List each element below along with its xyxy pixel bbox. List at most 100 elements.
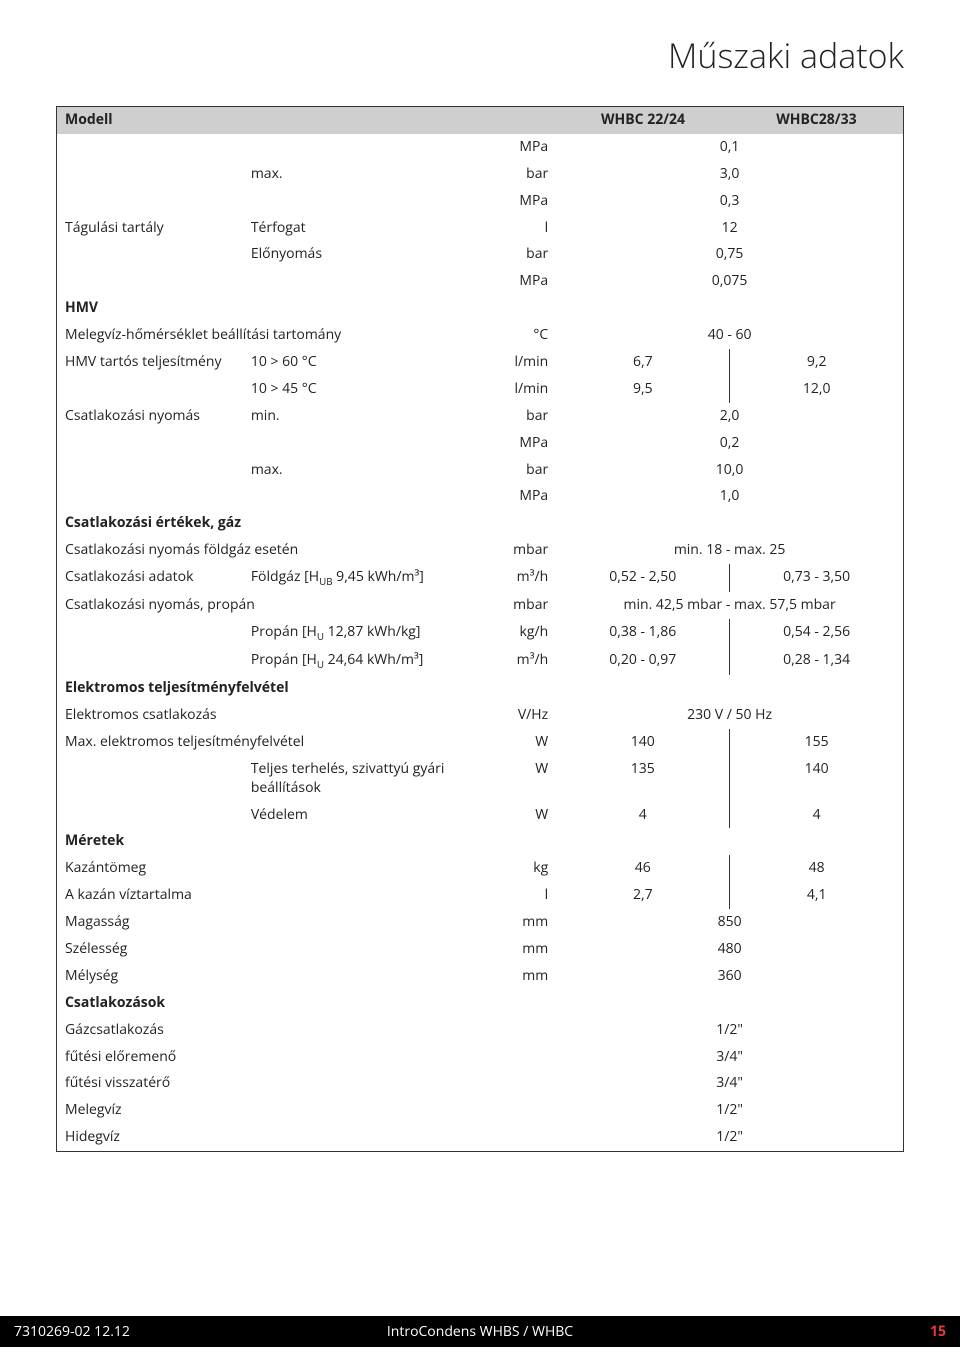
unit-cell: l [480,882,556,909]
value-cell: min. 42,5 mbar - max. 57,5 mbar [556,592,903,619]
unit-cell [480,1017,556,1044]
section-cell: Csatlakozási értékek, gáz [57,510,904,537]
desc-cell: HMV tartós teljesítmény [57,349,243,376]
table-header-row: Modell WHBC 22/24 WHBC28/33 [57,107,904,134]
desc-cell: Gázcsatlakozás [57,1017,480,1044]
table-row: Propán [HU 12,87 kWh/kg]kg/h0,38 - 1,860… [57,619,904,647]
header-col1: WHBC 22/24 [556,107,730,134]
section-cell: Csatlakozások [57,990,904,1017]
table-row: Csatlakozások [57,990,904,1017]
sub-cell: max. [243,457,480,484]
sub-cell [243,188,480,215]
desc-cell: Csatlakozási nyomás földgáz esetén [57,537,480,564]
value-cell: 850 [556,909,903,936]
value-cell-2: 12,0 [730,376,904,403]
value-cell-2: 0,28 - 1,34 [730,647,904,675]
table-row: MPa0,075 [57,268,904,295]
desc-cell: fűtési visszatérő [57,1070,480,1097]
unit-cell: kg [480,855,556,882]
value-cell-1: 135 [556,756,730,802]
unit-cell: MPa [480,430,556,457]
sub-cell [243,134,480,161]
value-cell: 0,75 [556,241,903,268]
footer-center: IntroCondens WHBS / WHBC [317,1316,643,1347]
value-cell: 1/2" [556,1097,903,1124]
sub-cell: Előnyomás [243,241,480,268]
unit-cell: bar [480,457,556,484]
sub-cell: Propán [HU 24,64 kWh/m³] [243,647,480,675]
section-cell: Méretek [57,828,904,855]
table-row: MPa1,0 [57,483,904,510]
value-cell: 3/4" [556,1044,903,1071]
desc-cell: Csatlakozási nyomás, propán [57,592,480,619]
desc-cell: Kazántömeg [57,855,480,882]
table-row: MPa0,3 [57,188,904,215]
desc-cell: Szélesség [57,936,480,963]
table-row: Gázcsatlakozás1/2" [57,1017,904,1044]
value-cell: 480 [556,936,903,963]
value-cell: 12 [556,215,903,242]
unit-cell: W [480,729,556,756]
desc-cell: A kazán víztartalma [57,882,480,909]
unit-cell: bar [480,161,556,188]
sub-cell: Teljes terhelés, szivattyú gyári beállít… [243,756,480,802]
value-cell: 1,0 [556,483,903,510]
table-row: Csatlakozási adatokFöldgáz [HUB 9,45 kWh… [57,564,904,592]
table-row: 10 > 45 °Cl/min9,512,0 [57,376,904,403]
table-row: MPa0,1 [57,134,904,161]
value-cell-2: 48 [730,855,904,882]
value-cell: 3,0 [556,161,903,188]
unit-cell: °C [480,322,556,349]
document-page: Műszaki adatok Modell WHBC 22/24 WHBC28/… [0,0,960,1365]
desc-cell [57,647,243,675]
table-row: Mélységmm360 [57,963,904,990]
table-row: VédelemW44 [57,802,904,829]
table-row: Magasságmm850 [57,909,904,936]
sub-cell: 10 > 45 °C [243,376,480,403]
table-row: Csatlakozási nyomás, propánmbarmin. 42,5… [57,592,904,619]
unit-cell [480,1044,556,1071]
header-col2: WHBC28/33 [730,107,904,134]
table-row: Csatlakozási nyomás földgáz eseténmbarmi… [57,537,904,564]
table-row: HMV [57,295,904,322]
value-cell-1: 0,52 - 2,50 [556,564,730,592]
sub-cell: Propán [HU 12,87 kWh/kg] [243,619,480,647]
value-cell-2: 9,2 [730,349,904,376]
value-cell-1: 4 [556,802,730,829]
value-cell-1: 9,5 [556,376,730,403]
unit-cell: W [480,756,556,802]
desc-cell [57,134,243,161]
unit-cell: MPa [480,134,556,161]
unit-cell: mm [480,963,556,990]
table-row: HMV tartós teljesítmény10 > 60 °Cl/min6,… [57,349,904,376]
value-cell-2: 4,1 [730,882,904,909]
desc-cell: Tágulási tartály [57,215,243,242]
desc-cell: Csatlakozási nyomás [57,403,243,430]
table-row: Propán [HU 24,64 kWh/m³]m³/h0,20 - 0,970… [57,647,904,675]
table-row: Kazántömegkg4648 [57,855,904,882]
page-number: 15 [930,1322,946,1341]
unit-cell: bar [480,241,556,268]
value-cell-2: 140 [730,756,904,802]
table-row: Előnyomásbar0,75 [57,241,904,268]
unit-cell: mbar [480,592,556,619]
unit-cell: kg/h [480,619,556,647]
unit-cell: bar [480,403,556,430]
value-cell: 0,1 [556,134,903,161]
desc-cell [57,241,243,268]
table-row: Elektromos csatlakozásV/Hz230 V / 50 Hz [57,702,904,729]
unit-cell [480,1097,556,1124]
value-cell: 40 - 60 [556,322,903,349]
table-row: Melegvíz1/2" [57,1097,904,1124]
value-cell: 1/2" [556,1124,903,1151]
unit-cell: m³/h [480,647,556,675]
unit-cell: W [480,802,556,829]
table-row: max.bar3,0 [57,161,904,188]
header-modell: Modell [57,107,557,134]
desc-cell [57,457,243,484]
table-row: Teljes terhelés, szivattyú gyári beállít… [57,756,904,802]
section-cell: Elektromos teljesítményfelvétel [57,675,904,702]
desc-cell: Elektromos csatlakozás [57,702,480,729]
desc-cell: Csatlakozási adatok [57,564,243,592]
sub-cell: Térfogat [243,215,480,242]
